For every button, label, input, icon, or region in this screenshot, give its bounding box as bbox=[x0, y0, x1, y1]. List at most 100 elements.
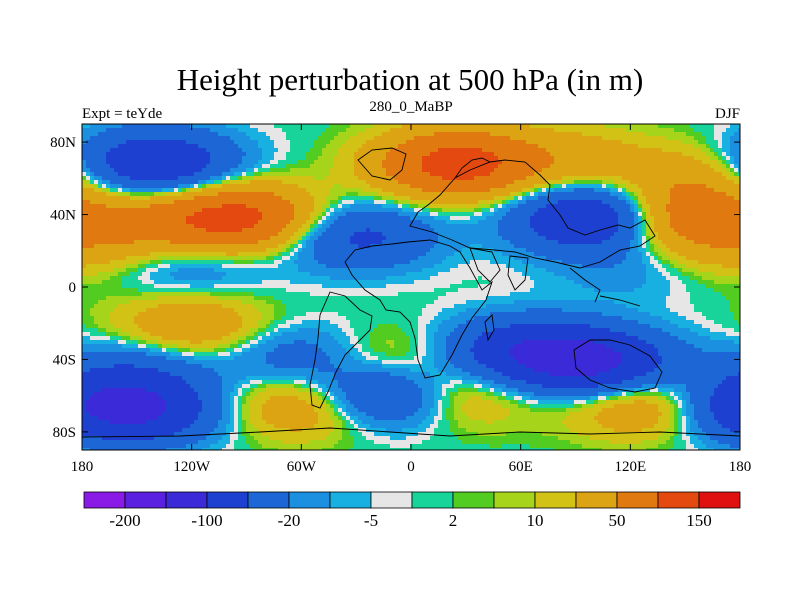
field-cell bbox=[130, 228, 135, 233]
field-cell bbox=[394, 152, 399, 157]
field-cell bbox=[642, 220, 647, 225]
field-cell bbox=[126, 124, 131, 129]
field-cell bbox=[498, 128, 503, 133]
field-cell bbox=[98, 224, 103, 229]
field-cell bbox=[186, 204, 191, 209]
field-cell bbox=[126, 140, 131, 145]
field-cell bbox=[602, 152, 607, 157]
field-cell bbox=[530, 128, 535, 133]
field-cell bbox=[326, 172, 331, 177]
field-cell bbox=[406, 164, 411, 169]
field-cell bbox=[298, 228, 303, 233]
field-cell bbox=[502, 144, 507, 149]
field-cell bbox=[590, 212, 595, 217]
field-cell bbox=[546, 240, 551, 245]
field-cell bbox=[522, 204, 527, 209]
field-cell bbox=[558, 192, 563, 197]
field-cell bbox=[494, 208, 499, 213]
field-cell bbox=[738, 200, 740, 205]
field-cell bbox=[402, 132, 407, 137]
field-cell bbox=[702, 184, 707, 189]
field-cell bbox=[258, 156, 263, 161]
field-cell bbox=[150, 244, 155, 249]
field-cell bbox=[486, 184, 491, 189]
field-cell bbox=[670, 208, 675, 213]
field-cell bbox=[166, 168, 171, 173]
field-cell bbox=[694, 144, 699, 149]
field-cell bbox=[274, 188, 279, 193]
field-cell bbox=[670, 172, 675, 177]
field-cell bbox=[322, 152, 327, 157]
field-cell bbox=[462, 240, 467, 245]
field-cell bbox=[662, 216, 667, 221]
field-cell bbox=[526, 140, 531, 145]
field-cell bbox=[306, 124, 311, 129]
field-cell bbox=[170, 200, 175, 205]
field-cell bbox=[470, 240, 475, 245]
field-cell bbox=[246, 168, 251, 173]
field-cell bbox=[158, 228, 163, 233]
field-cell bbox=[154, 156, 159, 161]
field-cell bbox=[526, 216, 531, 221]
field-cell bbox=[366, 196, 371, 201]
field-cell bbox=[310, 140, 315, 145]
field-cell bbox=[214, 176, 219, 181]
field-cell bbox=[686, 188, 691, 193]
field-cell bbox=[118, 244, 123, 249]
field-cell bbox=[210, 204, 215, 209]
field-cell bbox=[506, 168, 511, 173]
field-cell bbox=[210, 224, 215, 229]
field-cell bbox=[102, 164, 107, 169]
field-cell bbox=[738, 136, 740, 141]
field-cell bbox=[322, 156, 327, 161]
field-cell bbox=[542, 192, 547, 197]
field-cell bbox=[390, 124, 395, 129]
field-cell bbox=[254, 164, 259, 169]
field-cell bbox=[306, 236, 311, 241]
field-cell bbox=[186, 128, 191, 133]
field-cell bbox=[402, 176, 407, 181]
field-cell bbox=[206, 216, 211, 221]
field-cell bbox=[102, 216, 107, 221]
field-cell bbox=[86, 196, 91, 201]
field-cell bbox=[270, 152, 275, 157]
field-cell bbox=[406, 208, 411, 213]
field-cell bbox=[190, 208, 195, 213]
field-cell bbox=[570, 212, 575, 217]
field-cell bbox=[238, 140, 243, 145]
field-cell bbox=[670, 168, 675, 173]
field-cell bbox=[406, 144, 411, 149]
field-cell bbox=[718, 172, 723, 177]
field-cell bbox=[166, 232, 171, 237]
field-cell bbox=[546, 140, 551, 145]
field-cell bbox=[734, 152, 739, 157]
field-cell bbox=[198, 184, 203, 189]
field-cell bbox=[518, 220, 523, 225]
field-cell bbox=[594, 184, 599, 189]
field-cell bbox=[490, 156, 495, 161]
field-cell bbox=[294, 136, 299, 141]
field-cell bbox=[458, 212, 463, 217]
field-cell bbox=[686, 140, 691, 145]
field-cell bbox=[634, 148, 639, 153]
field-cell bbox=[654, 168, 659, 173]
field-cell bbox=[346, 124, 351, 129]
field-cell bbox=[570, 124, 575, 129]
field-cell bbox=[274, 208, 279, 213]
field-cell bbox=[666, 204, 671, 209]
field-cell bbox=[558, 232, 563, 237]
field-cell bbox=[450, 180, 455, 185]
field-cell bbox=[282, 132, 287, 137]
field-cell bbox=[418, 216, 423, 221]
field-cell bbox=[590, 152, 595, 157]
field-cell bbox=[90, 200, 95, 205]
field-cell bbox=[430, 168, 435, 173]
field-cell bbox=[318, 148, 323, 153]
field-cell bbox=[642, 144, 647, 149]
field-cell bbox=[390, 232, 395, 237]
field-cell bbox=[126, 200, 131, 205]
field-cell bbox=[362, 160, 367, 165]
field-cell bbox=[490, 204, 495, 209]
field-cell bbox=[266, 148, 271, 153]
field-cell bbox=[178, 168, 183, 173]
